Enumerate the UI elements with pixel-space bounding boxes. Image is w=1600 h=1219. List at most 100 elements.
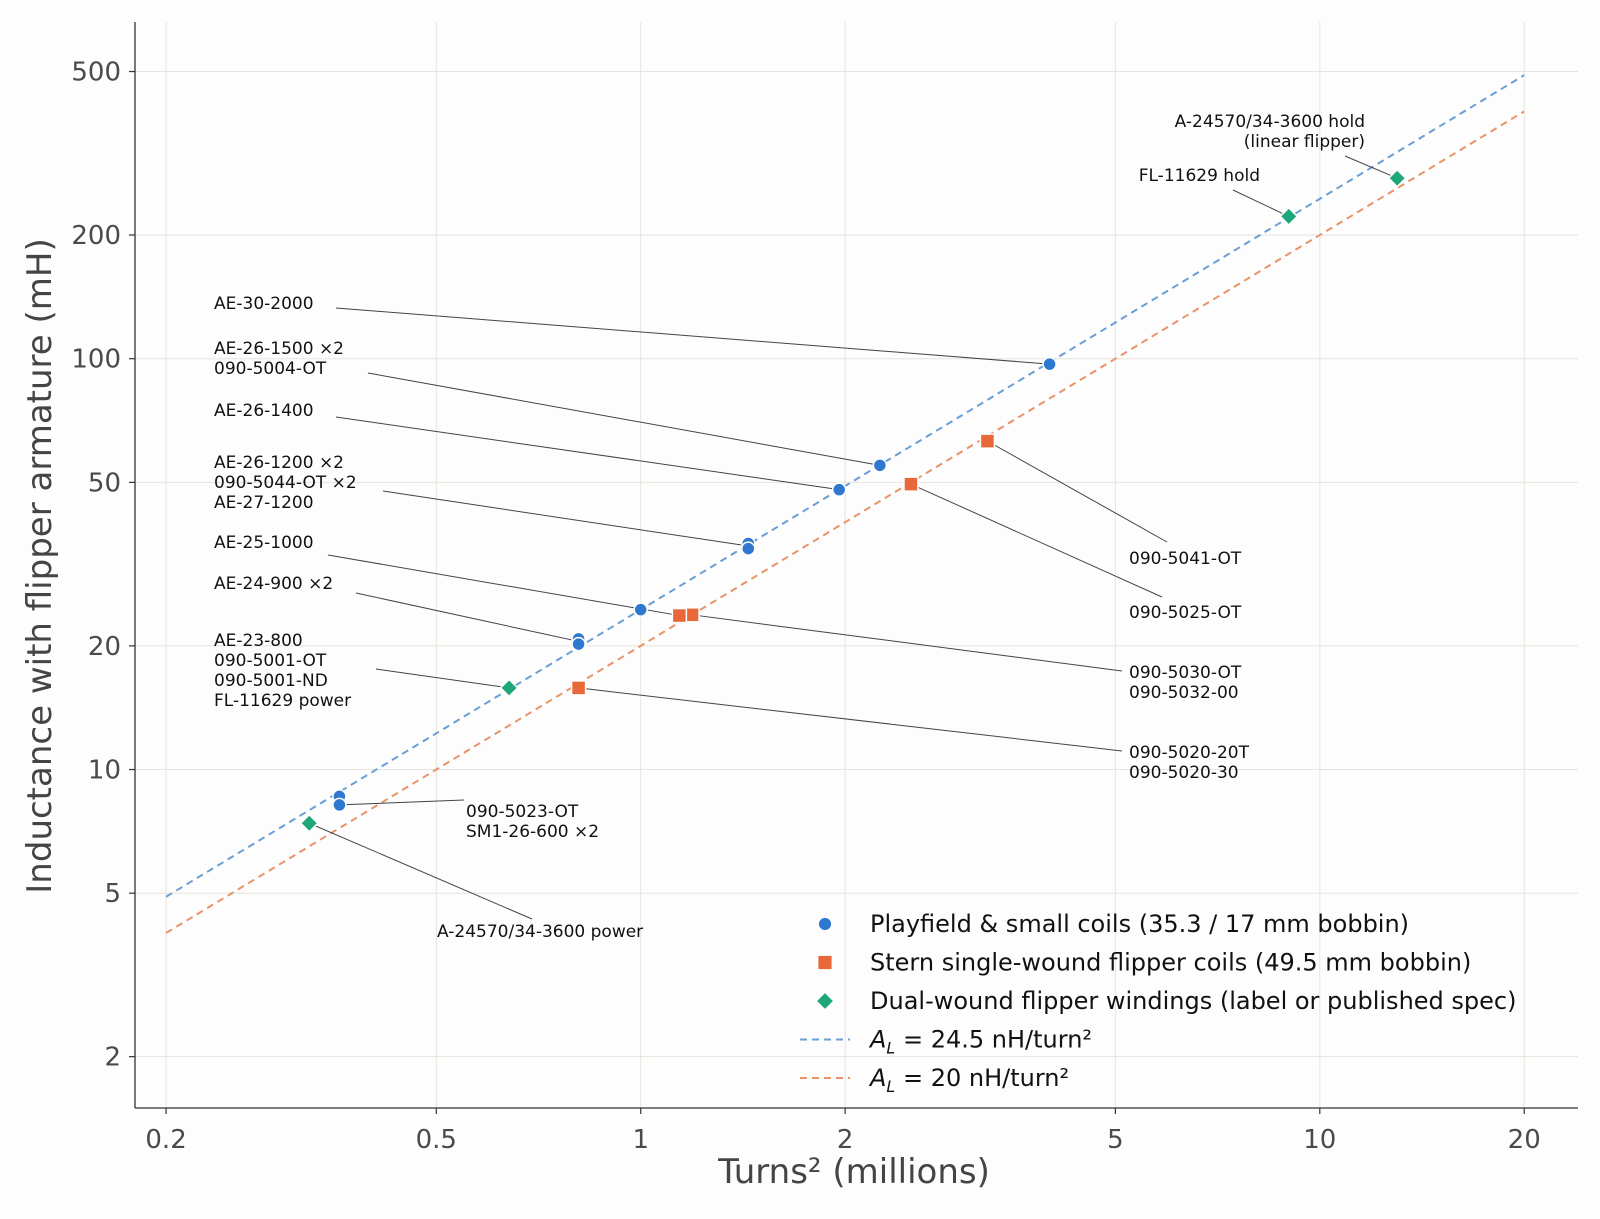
annotation-leader — [327, 554, 680, 617]
annotation-label: AE-26-1500 ×2 090-5004-OT — [214, 339, 344, 379]
diamond-marker — [815, 991, 835, 1011]
annotation-label: AE-23-800 090-5001-OT 090-5001-ND FL-11629 … — [214, 631, 351, 711]
annotation-leader — [1232, 189, 1289, 217]
annotation-line: AE-24-900 ×2 — [214, 574, 333, 594]
legend-label: Dual-wound flipper windings (label or pu… — [870, 987, 1516, 1015]
circle-marker — [817, 916, 833, 932]
x-tick-label: 1 — [632, 1125, 649, 1155]
annotation-label: 090-5041-OT — [1129, 549, 1242, 569]
annotation-leader — [335, 416, 840, 491]
x-tick-label: 2 — [837, 1125, 854, 1155]
annotation-leader — [691, 614, 1123, 672]
annotation-line: AE-26-1200 ×2 — [214, 453, 344, 473]
annotation-leaders — [309, 155, 1398, 920]
annotations: A-24570/34-3600 hold (linear flipper) FL-1… — [214, 112, 1365, 942]
x-axis-title: Turns² (millions) — [717, 1152, 990, 1192]
annotation-line: AE-26-1500 ×2 — [214, 339, 344, 359]
annotation-leader — [355, 592, 579, 642]
annotation-line: FL-11629 power — [214, 691, 351, 711]
legend-value: = 24.5 nH/turn² — [895, 1026, 1092, 1054]
y-tick-label: 500 — [71, 58, 121, 88]
annotation-label: 090-5025-OT — [1129, 603, 1242, 623]
annotation-label: A-24570/34-3600 hold (linear flipper) — [1175, 112, 1365, 152]
square-marker — [979, 433, 996, 449]
annotation-line: A-24570/34-3600 power — [437, 922, 643, 942]
annotation-line: AE-27-1200 — [214, 493, 314, 513]
annotation-label: AE-26-1200 ×2 090-5044-OT ×2 AE-27-1200 — [214, 453, 357, 513]
y-tick-label: 10 — [88, 756, 121, 786]
annotation-line: 090-5041-OT — [1129, 549, 1242, 569]
tick-labels: 0.2 0.5 1 2 5 10 20 2 5 10 20 50 100 200 500 — [71, 58, 1540, 1155]
annotation-line: AE-25-1000 — [214, 533, 314, 553]
annotation-label: 090-5030-OT 090-5032-00 — [1129, 663, 1242, 703]
square-marker — [684, 607, 700, 623]
legend: Playfield & small coils (35.3 / 17 mm bo… — [800, 910, 1516, 1096]
annotation-line: 090-5032-00 — [1129, 683, 1239, 703]
annotation-line: AE-30-2000 — [214, 294, 314, 314]
annotation-line: 090-5023-OT — [466, 802, 579, 822]
y-tick-label: 50 — [88, 468, 121, 498]
annotation-leader — [339, 799, 465, 806]
annotation-line: A-24570/34-3600 hold — [1175, 112, 1365, 132]
y-tick-label: 5 — [104, 879, 121, 909]
annotation-label: AE-25-1000 — [214, 533, 314, 553]
annotation-leader — [578, 687, 1123, 752]
circle-marker — [1042, 356, 1057, 372]
annotation-line: 090-5025-OT — [1129, 603, 1242, 623]
annotation-line: 090-5004-OT — [214, 359, 327, 379]
annotation-leader — [1344, 155, 1398, 179]
legend-symbol: A — [868, 1026, 886, 1054]
x-tick-label: 0.2 — [145, 1125, 186, 1155]
annotation-label: 090-5020-20T 090-5020-30 — [1129, 743, 1250, 783]
axes — [129, 22, 1578, 1114]
legend-value: = 20 nH/turn² — [895, 1064, 1069, 1092]
annotation-label: FL-11629 hold — [1139, 166, 1260, 186]
annotation-leader — [910, 483, 1163, 598]
data-points — [299, 168, 1407, 833]
diamond-marker — [1279, 206, 1299, 226]
legend-label: Playfield & small coils (35.3 / 17 mm bo… — [870, 910, 1409, 938]
x-tick-label: 20 — [1508, 1125, 1541, 1155]
annotation-line: FL-11629 hold — [1139, 166, 1260, 186]
y-axis-title: Inductance with flipper armature (mH) — [20, 238, 60, 893]
legend-label: Stern single-wound flipper coils (49.5 m… — [870, 949, 1471, 977]
circle-marker — [831, 482, 847, 497]
x-tick-label: 5 — [1107, 1125, 1124, 1155]
legend-label: AL = 24.5 nH/turn² — [868, 1026, 1092, 1058]
annotation-line: (linear flipper) — [1244, 132, 1365, 152]
legend-label: AL = 20 nH/turn² — [868, 1064, 1069, 1096]
annotation-label: AE-26-1400 — [214, 401, 314, 421]
annotation-label: 090-5023-OT SM1-26-600 ×2 — [466, 802, 599, 842]
square-marker — [903, 476, 919, 492]
annotation-leader — [335, 307, 1050, 365]
annotation-line: SM1-26-600 ×2 — [466, 822, 599, 842]
annotation-line: 090-5030-OT — [1129, 663, 1242, 683]
annotation-leader — [375, 668, 510, 689]
circle-marker — [872, 458, 888, 473]
annotation-leader — [382, 490, 749, 547]
y-tick-label: 200 — [71, 221, 121, 251]
legend-symbol: A — [868, 1064, 886, 1092]
annotation-leader — [367, 372, 880, 466]
circle-marker — [633, 602, 648, 617]
circle-marker — [332, 797, 347, 813]
circle-marker — [571, 636, 586, 652]
fit-line — [165, 110, 1525, 934]
annotation-leader — [309, 822, 533, 920]
annotation-label: AE-24-900 ×2 — [214, 574, 333, 594]
y-tick-label: 100 — [71, 345, 121, 375]
diamond-marker — [299, 813, 319, 833]
legend-subscript: L — [886, 1039, 895, 1058]
annotation-leader — [987, 440, 1168, 543]
diamond-marker — [499, 678, 519, 698]
diamond-marker — [1387, 168, 1407, 188]
x-tick-label: 0.5 — [416, 1125, 457, 1155]
x-tick-label: 10 — [1303, 1125, 1336, 1155]
annotation-line: 090-5001-OT — [214, 651, 327, 671]
annotation-line: AE-26-1400 — [214, 401, 314, 421]
y-tick-label: 20 — [88, 632, 121, 662]
legend-subscript: L — [886, 1077, 895, 1096]
square-marker — [671, 607, 688, 624]
square-marker — [570, 680, 587, 696]
